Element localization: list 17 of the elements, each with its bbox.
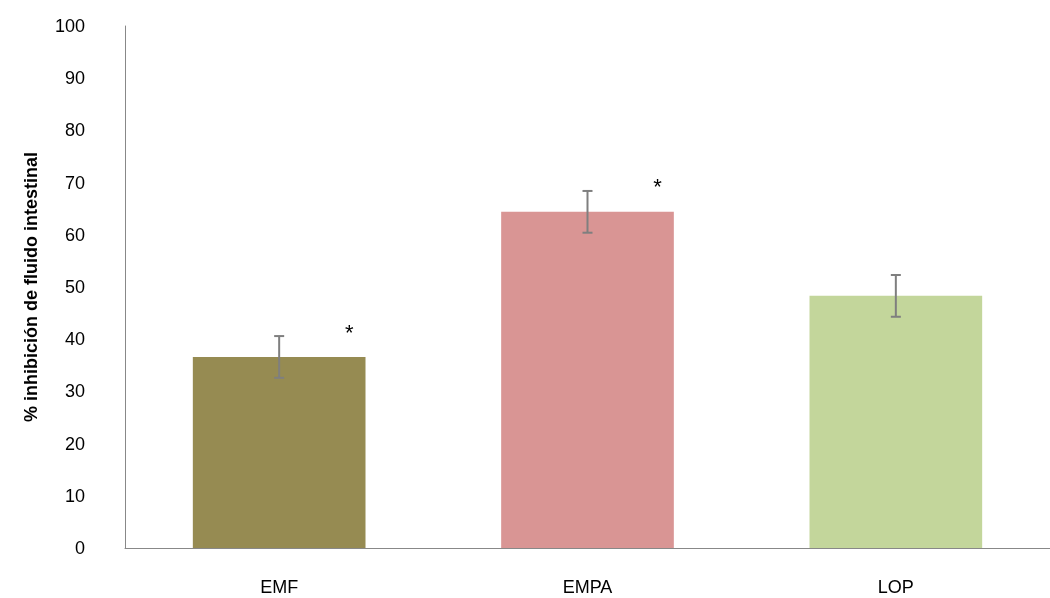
annotation: * (653, 174, 663, 200)
y-tick-label: 0 (74, 538, 85, 558)
x-tick-label: EMF (260, 577, 299, 597)
y-tick-label: 80 (64, 120, 85, 141)
y-tick-label: 60 (64, 224, 85, 245)
y-tick-label: 90 (64, 68, 85, 89)
y-tick-label: 70 (64, 172, 85, 193)
x-tick-label: LOP (877, 577, 914, 597)
y-tick-label: 30 (64, 381, 85, 402)
y-axis-title: % inhibición de fluido intestinal (21, 152, 41, 422)
y-tick-label: 10 (64, 485, 85, 506)
y-tick-label: 40 (64, 329, 85, 350)
annotation: * (344, 319, 354, 345)
y-tick-label: 100 (54, 16, 85, 36)
y-tick-label: 50 (64, 277, 85, 297)
y-tick-label: 20 (64, 433, 85, 454)
x-tick-label: EMPA (562, 577, 613, 597)
